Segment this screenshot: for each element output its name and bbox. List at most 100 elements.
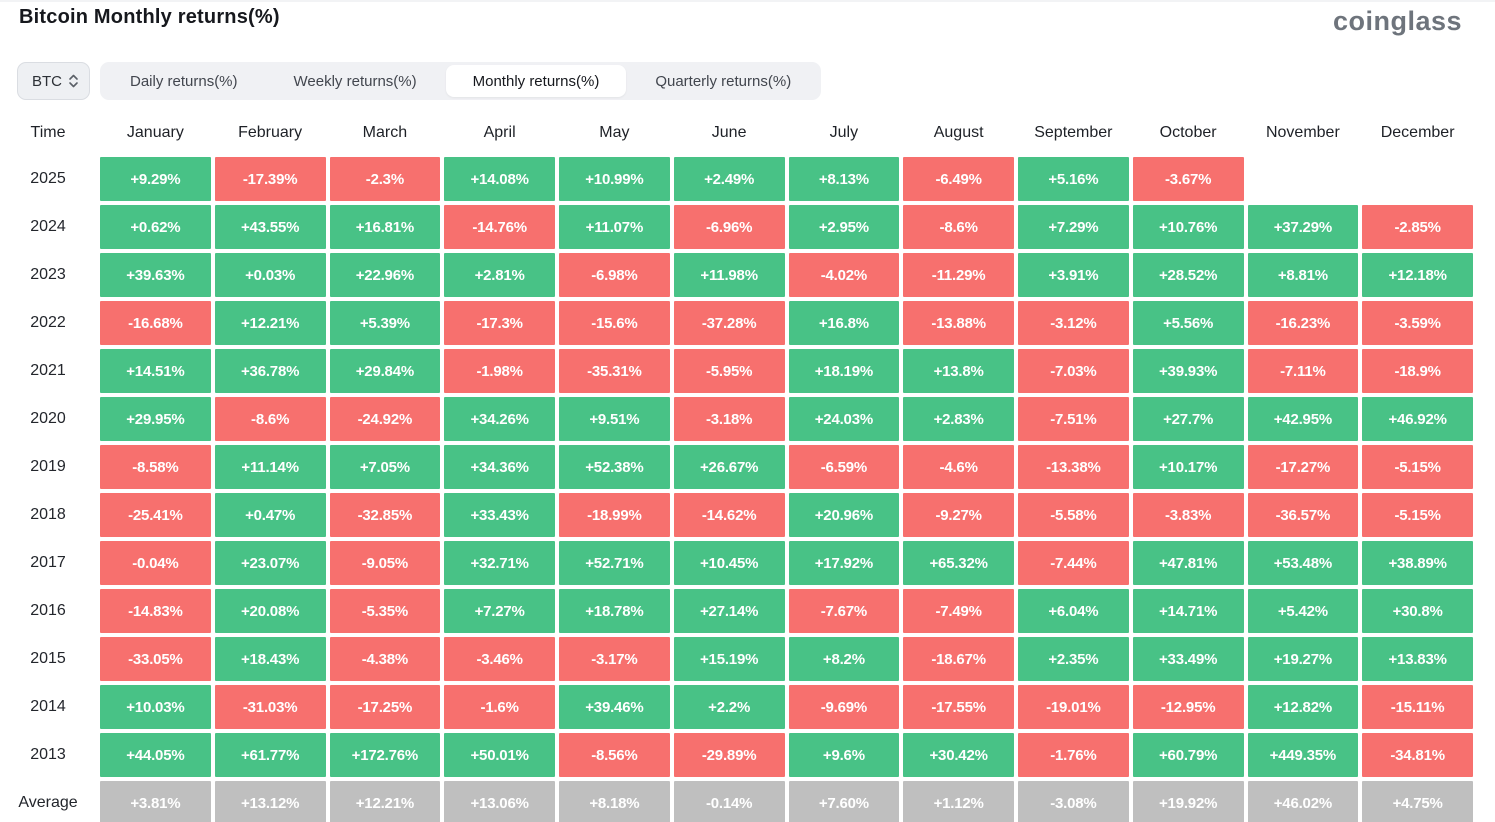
- month-header: July: [829, 123, 859, 141]
- month-header: June: [711, 123, 747, 141]
- return-cell: -18.67%: [903, 637, 1014, 681]
- return-cell: +7.27%: [444, 589, 555, 633]
- return-cell: +37.29%: [1247, 205, 1359, 249]
- return-cell: +29.95%: [100, 397, 211, 441]
- returns-grid: Time January February March April May June July…: [0, 112, 1473, 822]
- return-cell: +11.07%: [559, 205, 670, 249]
- year-label: 2016: [30, 602, 66, 619]
- return-cell: -17.27%: [1247, 445, 1359, 489]
- return-cell: +27.14%: [673, 589, 785, 633]
- return-cell: -7.44%: [1018, 541, 1129, 585]
- return-cell: -11.29%: [903, 253, 1014, 297]
- tab-monthly[interactable]: Monthly returns(%): [445, 65, 627, 97]
- return-cell: +15.19%: [673, 637, 785, 681]
- return-cell: +7.05%: [329, 445, 441, 489]
- return-cell: -6.59%: [788, 445, 900, 489]
- return-cell: -2.85%: [1362, 205, 1473, 249]
- return-cell: +2.81%: [444, 253, 555, 297]
- return-cell: -4.6%: [903, 445, 1014, 489]
- return-cell: -17.39%: [214, 157, 326, 201]
- return-cell: +30.42%: [903, 733, 1014, 777]
- tab-daily[interactable]: Daily returns(%): [103, 65, 265, 97]
- return-cell: +39.93%: [1132, 349, 1244, 393]
- return-cell: +14.71%: [1132, 589, 1244, 633]
- return-cell: +52.38%: [559, 445, 670, 489]
- return-cell: +13.8%: [903, 349, 1014, 393]
- return-cell: -18.9%: [1362, 349, 1473, 393]
- return-cell: +9.29%: [100, 157, 211, 201]
- return-cell: -14.62%: [673, 493, 785, 537]
- return-cell: -12.95%: [1132, 685, 1244, 729]
- return-cell: -32.85%: [329, 493, 441, 537]
- return-cell: -3.18%: [673, 397, 785, 441]
- year-label: 2015: [30, 650, 66, 667]
- returns-tabs: Daily returns(%) Weekly returns(%) Monthly…: [100, 62, 822, 100]
- coinglass-logo: coinglass: [1332, 6, 1462, 36]
- return-cell: -5.58%: [1018, 493, 1129, 537]
- return-cell: -36.57%: [1247, 493, 1359, 537]
- return-cell: +30.8%: [1362, 589, 1473, 633]
- return-cell: +42.95%: [1247, 397, 1359, 441]
- year-label: 2013: [30, 746, 66, 763]
- year-label: 2020: [30, 410, 66, 427]
- tab-weekly[interactable]: Weekly returns(%): [267, 65, 444, 97]
- return-cell: -0.14%: [673, 781, 785, 822]
- return-cell: -4.38%: [329, 637, 441, 681]
- time-header: Time: [30, 123, 66, 141]
- return-cell: -3.59%: [1362, 301, 1473, 345]
- return-cell: -16.68%: [100, 301, 211, 345]
- return-cell: +14.51%: [100, 349, 211, 393]
- return-cell: +2.35%: [1018, 637, 1129, 681]
- return-cell: +39.63%: [100, 253, 211, 297]
- return-cell: -9.27%: [903, 493, 1014, 537]
- return-cell: +10.03%: [100, 685, 211, 729]
- return-cell: -25.41%: [100, 493, 211, 537]
- year-label: 2021: [30, 362, 66, 379]
- return-cell: +44.05%: [100, 733, 211, 777]
- return-cell: +13.06%: [444, 781, 555, 822]
- return-cell: +14.08%: [444, 157, 555, 201]
- return-cell: +19.27%: [1247, 637, 1359, 681]
- return-cell: -7.67%: [788, 589, 900, 633]
- return-cell: +5.39%: [329, 301, 441, 345]
- return-cell: -24.92%: [329, 397, 441, 441]
- return-cell: [1248, 157, 1359, 201]
- return-cell: +0.62%: [100, 205, 211, 249]
- return-cell: +32.71%: [444, 541, 555, 585]
- return-cell: +38.89%: [1362, 541, 1473, 585]
- month-header: May: [599, 123, 630, 141]
- return-cell: +5.56%: [1132, 301, 1244, 345]
- return-cell: +172.76%: [329, 733, 441, 777]
- return-cell: -8.58%: [100, 445, 211, 489]
- return-cell: +47.81%: [1132, 541, 1244, 585]
- average-label: Average: [18, 794, 78, 811]
- return-cell: +23.07%: [214, 541, 326, 585]
- return-cell: +11.14%: [214, 445, 326, 489]
- month-header: December: [1380, 123, 1455, 141]
- return-cell: +9.6%: [788, 733, 900, 777]
- return-cell: +4.75%: [1362, 781, 1473, 822]
- return-cell: +3.91%: [1018, 253, 1129, 297]
- return-cell: +8.13%: [788, 157, 900, 201]
- return-cell: -3.12%: [1018, 301, 1129, 345]
- return-cell: +0.03%: [214, 253, 326, 297]
- return-cell: +34.26%: [444, 397, 555, 441]
- return-cell: -19.01%: [1018, 685, 1129, 729]
- return-cell: +33.49%: [1132, 637, 1244, 681]
- year-label: 2017: [30, 554, 66, 571]
- return-cell: -14.83%: [100, 589, 211, 633]
- return-cell: +18.19%: [788, 349, 900, 393]
- year-label: 2018: [30, 506, 66, 523]
- return-cell: +46.02%: [1247, 781, 1359, 822]
- tab-quarterly[interactable]: Quarterly returns(%): [628, 65, 818, 97]
- return-cell: +2.49%: [673, 157, 785, 201]
- return-cell: +18.43%: [214, 637, 326, 681]
- return-cell: -7.49%: [903, 589, 1014, 633]
- symbol-select[interactable]: BTC: [17, 62, 90, 100]
- return-cell: -17.25%: [329, 685, 441, 729]
- month-header: February: [238, 123, 303, 141]
- return-cell: -14.76%: [444, 205, 555, 249]
- return-cell: -1.76%: [1018, 733, 1129, 777]
- return-cell: -7.51%: [1018, 397, 1129, 441]
- return-cell: -8.56%: [559, 733, 670, 777]
